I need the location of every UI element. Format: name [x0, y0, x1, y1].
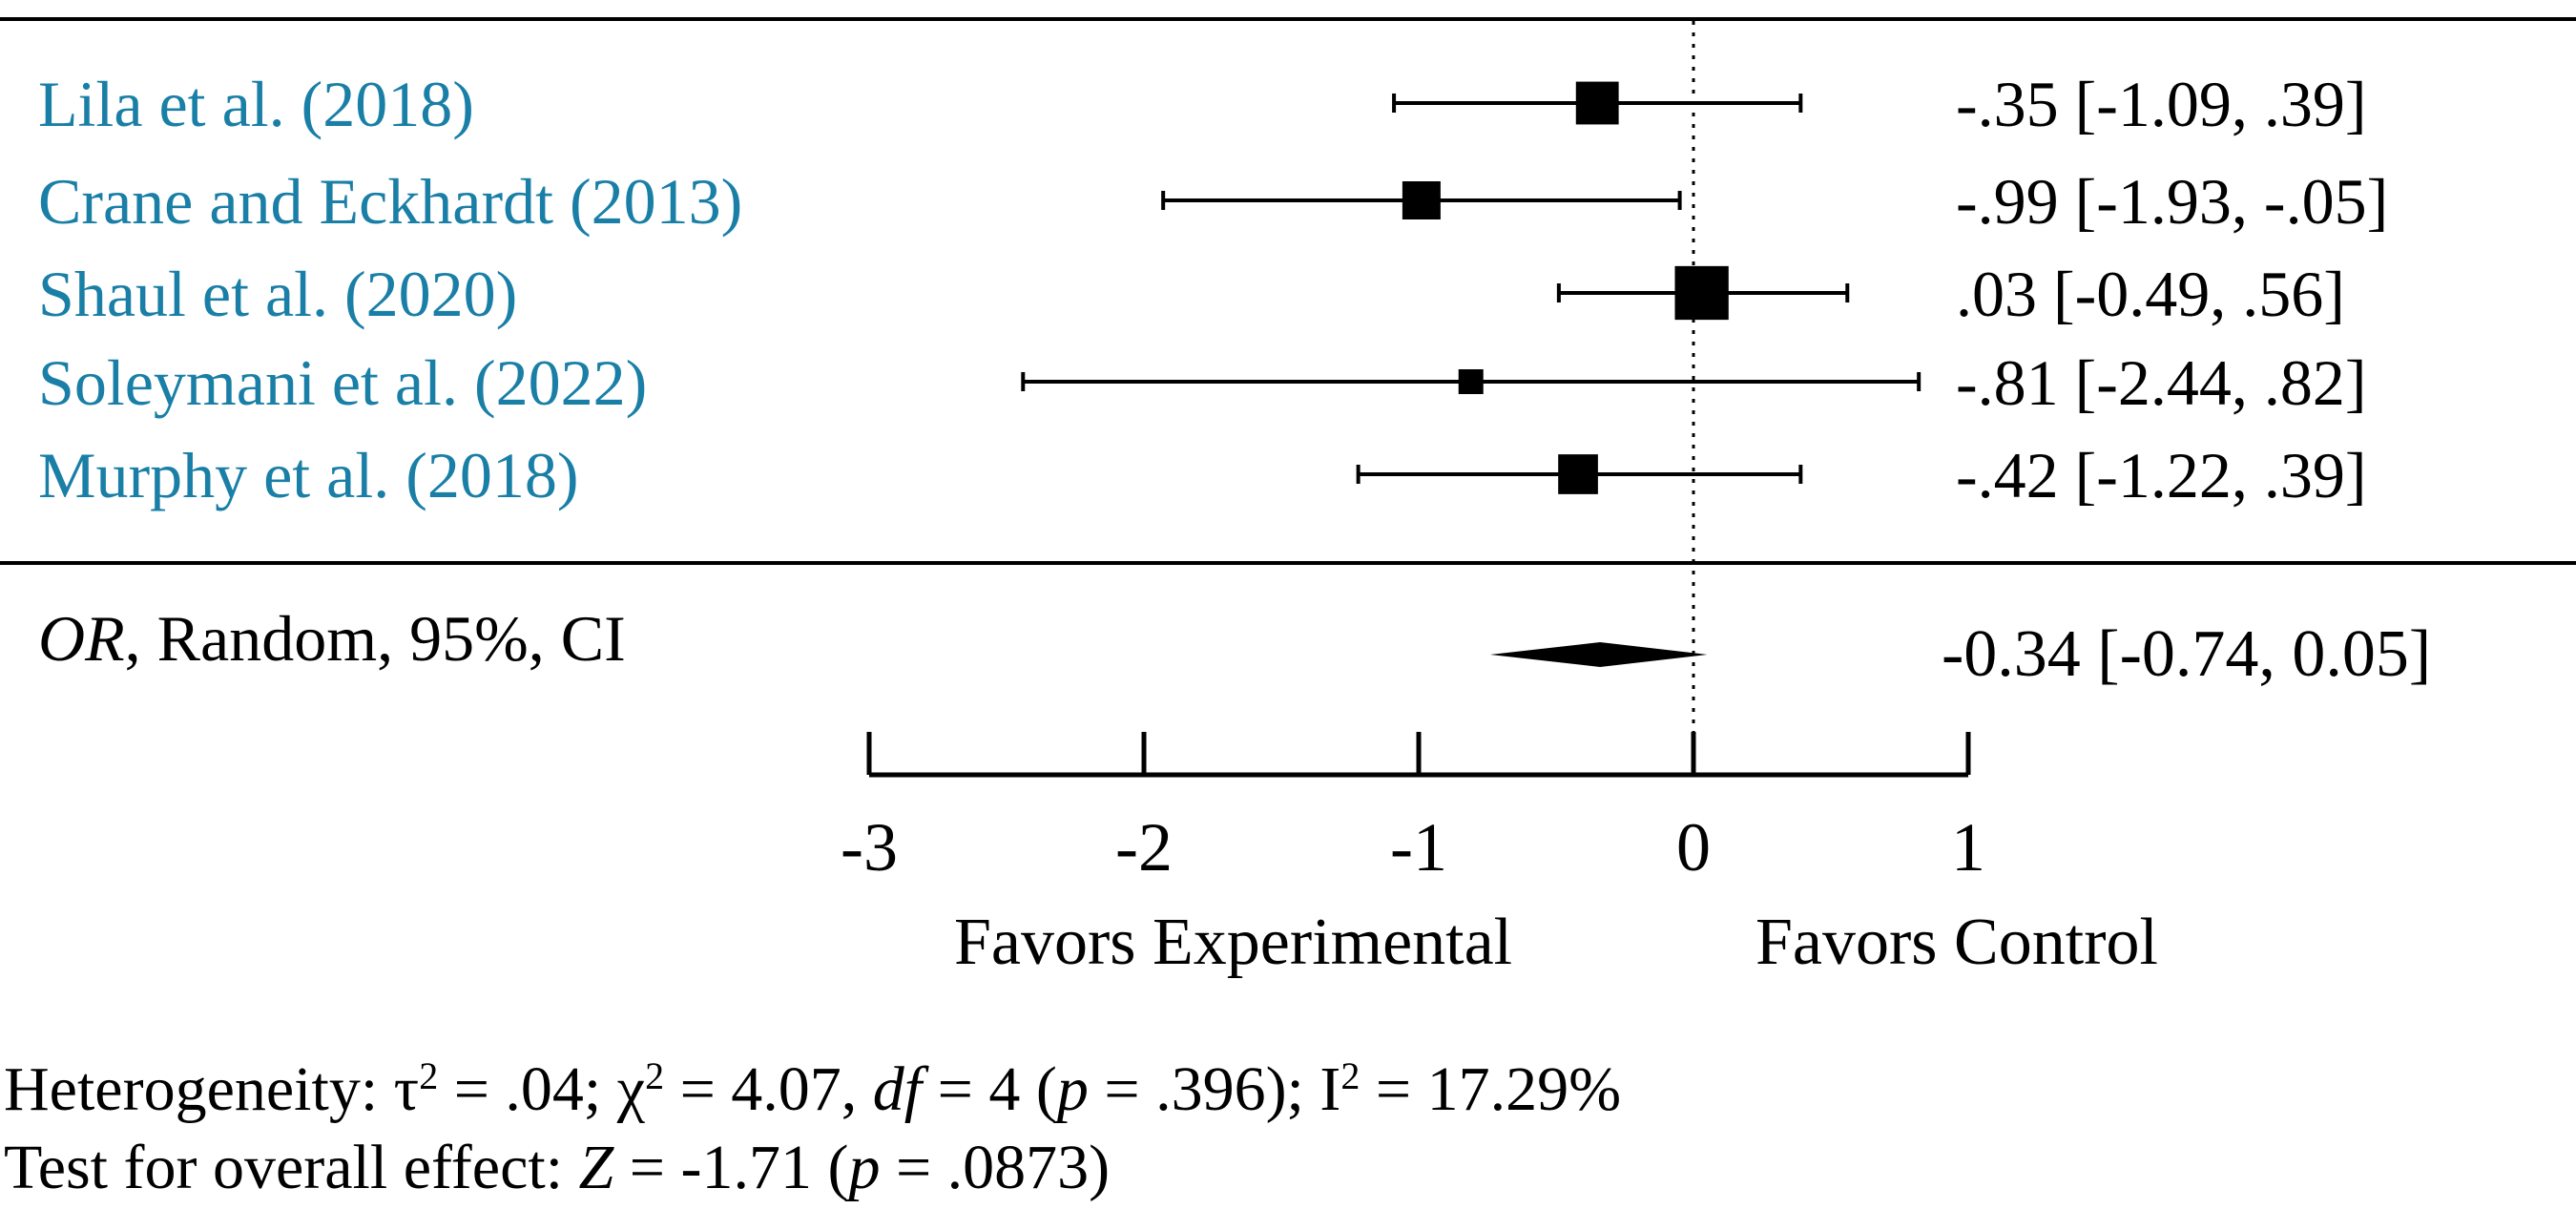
pooled-label: OR, Random, 95%, CI	[38, 602, 626, 675]
study-point-marker	[1402, 181, 1441, 219]
study-row: Murphy et al. (2018) -.42 [-1.22, .39]	[38, 439, 2367, 511]
overall-p-value: = .0873)	[880, 1133, 1110, 1202]
chi-sup: 2	[645, 1054, 664, 1097]
study-label: Murphy et al. (2018)	[38, 439, 579, 511]
study-ci-text: -.42 [-1.22, .39]	[1956, 439, 2367, 511]
favors-right-label: Favors Control	[1755, 906, 2158, 979]
overall-effect-line: Test for overall effect: Z = -1.71 (p = …	[4, 1133, 1110, 1202]
pooled-diamond	[1489, 642, 1708, 667]
df-label: df	[873, 1054, 929, 1124]
pooled-ci-text: -0.34 [-0.74, 0.05]	[1942, 617, 2431, 691]
x-tick-label: 0	[1676, 809, 1711, 886]
tau-sup: 2	[419, 1054, 438, 1097]
study-label: Lila et al. (2018)	[38, 68, 474, 140]
study-row: Lila et al. (2018) -.35 [-1.09, .39]	[38, 68, 2367, 140]
study-ci-text: .03 [-0.49, .56]	[1956, 258, 2345, 330]
x-tick-label: -2	[1115, 809, 1173, 886]
x-tick-label: -3	[841, 809, 898, 886]
df-value: = 4 (	[922, 1054, 1057, 1124]
x-tick-label: 1	[1951, 809, 1985, 886]
study-ci-text: -.99 [-1.93, -.05]	[1956, 165, 2388, 238]
study-row: Crane and Eckhardt (2013) -.99 [-1.93, -.…	[38, 165, 2388, 238]
study-row: Soleymani et al. (2022) -.81 [-2.44, .82]	[38, 346, 2367, 419]
overall-prefix: Test for overall effect:	[4, 1133, 579, 1202]
study-label: Crane and Eckhardt (2013)	[38, 165, 742, 238]
study-row: Shaul et al. (2020) .03 [-0.49, .56]	[38, 258, 2345, 330]
chi-symbol: χ	[616, 1054, 645, 1124]
het-p-label: p	[1053, 1054, 1089, 1124]
z-value: = -1.71 (	[613, 1133, 848, 1202]
chi-value: = 4.07,	[664, 1054, 873, 1124]
study-point-marker	[1558, 454, 1598, 494]
study-ci-text: -.81 [-2.44, .82]	[1956, 346, 2367, 419]
x-tick-label: -1	[1390, 809, 1447, 886]
heterogeneity-prefix: Heterogeneity:	[4, 1054, 394, 1124]
heterogeneity-line: Heterogeneity: τ2 = .04; χ2 = 4.07, df =…	[4, 1054, 1621, 1125]
study-point-marker	[1458, 369, 1484, 394]
study-label: Soleymani et al. (2022)	[38, 346, 647, 419]
pooled-label-italic: OR	[38, 602, 125, 675]
tau-symbol: τ	[394, 1054, 420, 1124]
study-point-marker	[1674, 265, 1729, 321]
i2-sup: 2	[1340, 1054, 1360, 1097]
tau-value: = .04;	[438, 1054, 617, 1124]
overall-p-label: p	[844, 1133, 880, 1202]
study-point-marker	[1575, 81, 1619, 125]
z-label: Z	[579, 1133, 615, 1202]
i2-value: = 17.29%	[1360, 1054, 1621, 1124]
pooled-label-rest: , Random, 95%, CI	[125, 602, 626, 675]
het-p-value: = .396); I	[1089, 1054, 1341, 1124]
favors-left-label: Favors Experimental	[954, 906, 1512, 979]
study-ci-text: -.35 [-1.09, .39]	[1956, 68, 2367, 140]
study-label: Shaul et al. (2020)	[38, 258, 517, 330]
